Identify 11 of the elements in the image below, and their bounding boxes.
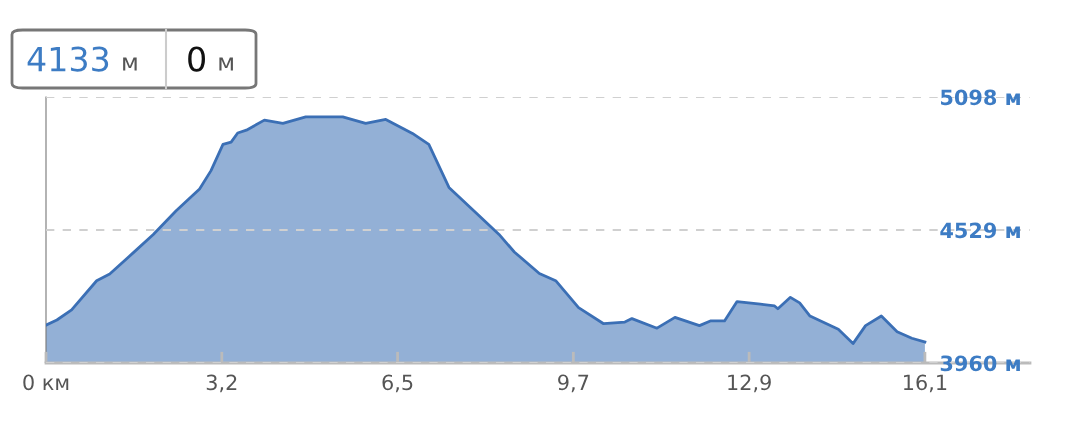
text: 0 м — [188, 46, 233, 72]
x-tick-label: 0 км — [23, 374, 69, 391]
x-tick-label: 16,1 — [904, 374, 947, 393]
text: 4133 м — [27, 46, 137, 72]
y-tick-label: 3960 м — [940, 355, 1020, 372]
y-tick-label: 5098 м — [941, 89, 1020, 106]
x-tick-label: 6,5 — [382, 374, 413, 393]
x-tick-label: 9,7 — [558, 374, 589, 393]
x-tick-label: 12,9 — [728, 374, 771, 393]
y-tick-label: 4529 м — [940, 222, 1020, 239]
x-tick-label: 3,2 — [206, 374, 237, 393]
